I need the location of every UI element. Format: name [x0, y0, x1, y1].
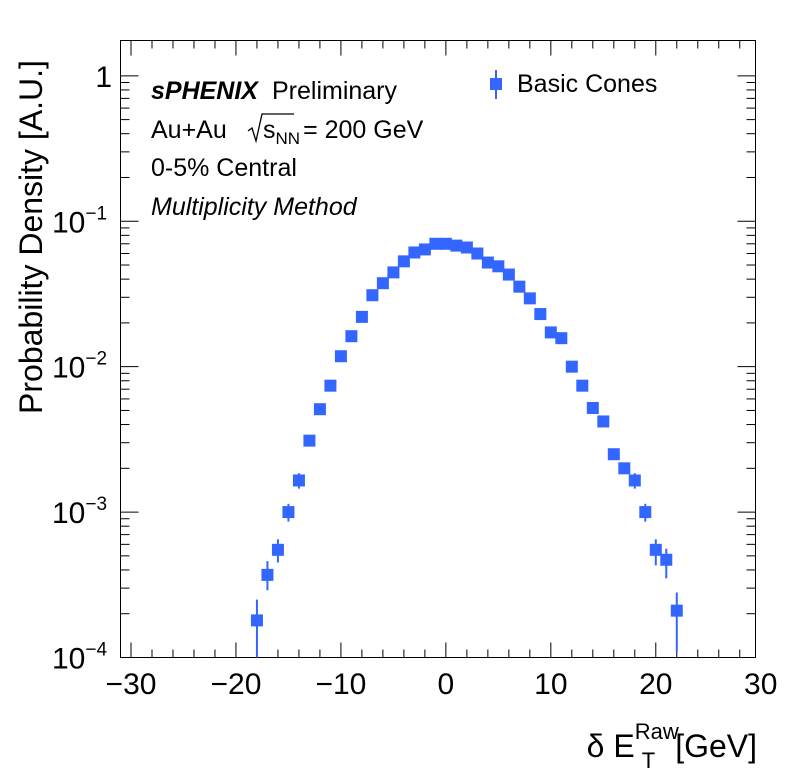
- y-tick-label: 1: [95, 61, 112, 94]
- data-point: [670, 604, 683, 617]
- y-tick-label: 10−1: [52, 203, 107, 239]
- data-point: [292, 474, 305, 487]
- legend-label: Basic Cones: [517, 70, 657, 98]
- data-point: [660, 553, 673, 566]
- plot-frame: [120, 40, 756, 658]
- data-point: [544, 326, 557, 339]
- data-point: [418, 243, 431, 256]
- experiment-label: sPHENIX Preliminary: [151, 77, 398, 105]
- data-point: [439, 237, 452, 250]
- data-point: [471, 247, 484, 260]
- x-tick-label: −10: [315, 668, 366, 701]
- data-point: [565, 360, 578, 373]
- y-axis-tick-labels: 1 10−1 10−2 10−3 10−4: [52, 61, 112, 676]
- x-tick-label: 10: [534, 668, 567, 701]
- x-tick-label: 0: [438, 668, 455, 701]
- data-point: [387, 266, 400, 279]
- data-point: [502, 268, 515, 281]
- data-point: [334, 350, 347, 363]
- data-point: [481, 256, 494, 269]
- svg-text:sNN= 200 GeV: sNN = 200 GeV: [263, 116, 424, 148]
- data-point: [523, 292, 536, 305]
- data-point: [366, 289, 379, 302]
- data-point: [534, 308, 547, 321]
- legend: Basic Cones: [490, 70, 657, 99]
- y-tick-label: 10−4: [52, 640, 107, 676]
- y-axis-ticks: [120, 75, 756, 658]
- data-point: [586, 401, 599, 414]
- data-point: [313, 403, 326, 416]
- svg-text:Au+Au: Au+Au: [151, 116, 227, 144]
- data-point: [282, 506, 295, 519]
- data-point: [513, 280, 526, 293]
- data-point: [261, 568, 274, 581]
- data-point: [355, 310, 368, 323]
- data-point: [303, 434, 316, 447]
- data-point: [324, 379, 337, 392]
- data-point: [408, 246, 421, 259]
- y-tick-label: 10−2: [52, 349, 107, 385]
- data-points: [250, 237, 683, 658]
- data-point: [576, 379, 589, 392]
- x-tick-label: 20: [639, 668, 672, 701]
- data-point: [618, 462, 631, 475]
- data-point: [271, 543, 284, 556]
- data-point: [649, 543, 662, 556]
- x-tick-label: 30: [744, 668, 777, 701]
- centrality-label: 0-5% Central: [151, 154, 297, 182]
- collision-system-label: Au+Au sNN = 200 GeV: [151, 113, 424, 148]
- data-point: [639, 506, 652, 519]
- data-point: [376, 277, 389, 290]
- legend-marker: [490, 78, 502, 90]
- x-tick-label: −20: [211, 668, 262, 701]
- data-point: [460, 241, 473, 254]
- data-point: [345, 330, 358, 343]
- data-point: [450, 239, 463, 252]
- data-point: [492, 260, 505, 273]
- data-point: [607, 448, 620, 461]
- data-point: [429, 237, 442, 250]
- data-point: [397, 255, 410, 268]
- data-point: [628, 474, 641, 487]
- data-point: [250, 614, 263, 627]
- x-tick-label: −30: [106, 668, 157, 701]
- method-label: Multiplicity Method: [151, 193, 358, 221]
- sqrt-symbol: [247, 113, 294, 144]
- data-point: [597, 415, 610, 428]
- x-axis-title: δ ERaw T [GeV]: [587, 719, 757, 772]
- y-tick-label: 10−3: [52, 494, 107, 530]
- data-point: [555, 332, 568, 345]
- y-axis-title: Probability Density [A.U.]: [13, 60, 49, 414]
- x-axis-tick-labels: −30 −20 −10 0 10 20 30: [106, 668, 778, 701]
